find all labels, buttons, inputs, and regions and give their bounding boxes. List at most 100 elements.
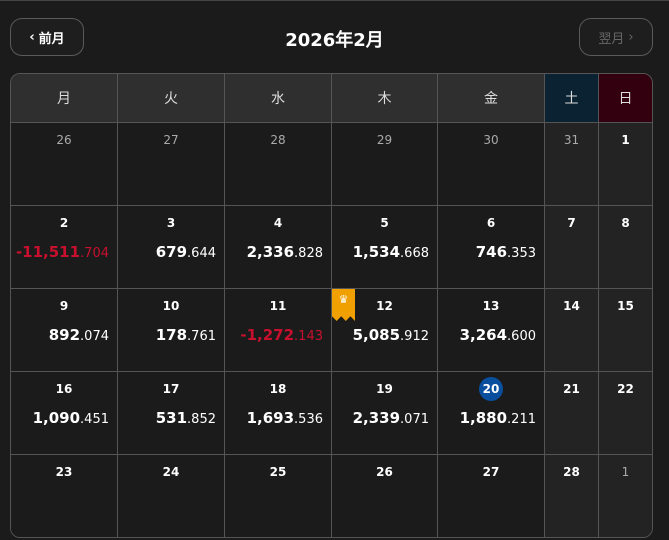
weekday-header: 土 bbox=[545, 74, 599, 123]
calendar-day-cell[interactable]: 28 bbox=[545, 455, 599, 537]
day-number: 9 bbox=[59, 299, 69, 313]
calendar-day-cell[interactable]: 28 bbox=[225, 123, 332, 206]
calendar-day-cell[interactable]: 1 bbox=[599, 123, 652, 206]
day-number: 6 bbox=[486, 216, 496, 230]
prev-month-label: 前月 bbox=[38, 31, 65, 47]
day-value: 746.353 bbox=[476, 243, 536, 261]
value-decimal: .761 bbox=[187, 329, 216, 344]
top-divider bbox=[0, 0, 669, 1]
calendar-day-cell[interactable]: 30 bbox=[438, 123, 545, 206]
chevron-left-icon: ‹ bbox=[29, 29, 35, 45]
value-integer: 1,880 bbox=[459, 409, 508, 427]
calendar-day-cell[interactable]: 1 bbox=[599, 455, 652, 537]
weekday-header: 木 bbox=[332, 74, 438, 123]
value-decimal: .143 bbox=[294, 329, 323, 344]
day-number: 2 bbox=[59, 216, 69, 230]
weekday-header: 水 bbox=[225, 74, 332, 123]
calendar-day-cell[interactable]: 7 bbox=[545, 206, 599, 289]
value-integer: 679 bbox=[155, 243, 188, 261]
calendar-day-cell[interactable]: 21 bbox=[545, 372, 599, 455]
calendar-day-cell[interactable]: 11 -1,272.143 bbox=[225, 289, 332, 372]
day-number: 18 bbox=[269, 382, 287, 396]
day-number: 7 bbox=[567, 216, 576, 230]
value-decimal: .704 bbox=[80, 246, 109, 261]
day-number: 15 bbox=[617, 299, 634, 313]
day-value: 5,085.912 bbox=[353, 326, 429, 344]
calendar-day-cell[interactable]: 3 679.644 bbox=[118, 206, 225, 289]
value-decimal: .074 bbox=[80, 329, 109, 344]
day-number: 20 bbox=[479, 377, 503, 401]
calendar-day-cell[interactable]: 25 bbox=[225, 455, 332, 537]
calendar-day-cell[interactable]: 31 bbox=[545, 123, 599, 206]
calendar-day-cell[interactable]: 9 892.074 bbox=[11, 289, 118, 372]
day-number: 21 bbox=[563, 382, 580, 396]
day-number: 31 bbox=[563, 133, 580, 147]
prev-month-button[interactable]: ‹ 前月 bbox=[10, 18, 84, 56]
value-integer: 746 bbox=[475, 243, 508, 261]
calendar-day-cell[interactable]: 14 bbox=[545, 289, 599, 372]
day-number: 11 bbox=[269, 299, 287, 313]
calendar-day-cell[interactable]: 27 bbox=[118, 123, 225, 206]
value-integer: 5,085 bbox=[352, 326, 401, 344]
value-decimal: .536 bbox=[294, 412, 323, 427]
value-decimal: .353 bbox=[507, 246, 536, 261]
calendar-day-cell[interactable]: 29 bbox=[332, 123, 438, 206]
calendar-day-cell[interactable]: 23 bbox=[11, 455, 118, 537]
value-decimal: .644 bbox=[187, 246, 216, 261]
day-number: 1 bbox=[621, 133, 630, 147]
calendar-day-cell[interactable]: 6 746.353 bbox=[438, 206, 545, 289]
value-decimal: .071 bbox=[400, 412, 429, 427]
value-decimal: .668 bbox=[400, 246, 429, 261]
day-value: 2,339.071 bbox=[353, 409, 429, 427]
value-integer: 1,693 bbox=[246, 409, 295, 427]
value-decimal: .852 bbox=[187, 412, 216, 427]
day-value: 2,336.828 bbox=[247, 243, 323, 261]
value-decimal: .211 bbox=[507, 412, 536, 427]
calendar-day-cell[interactable]: 16 1,090.451 bbox=[11, 372, 118, 455]
day-number: 24 bbox=[162, 465, 180, 479]
calendar-day-cell[interactable]: 17 531.852 bbox=[118, 372, 225, 455]
day-number: 30 bbox=[483, 133, 499, 147]
day-number: 10 bbox=[162, 299, 180, 313]
value-decimal: .600 bbox=[507, 329, 536, 344]
calendar-day-cell[interactable]: 27 bbox=[438, 455, 545, 537]
calendar-day-cell[interactable]: 22 bbox=[599, 372, 652, 455]
chevron-right-icon: › bbox=[628, 29, 634, 45]
calendar-day-cell[interactable]: 13 3,264.600 bbox=[438, 289, 545, 372]
calendar-day-cell[interactable]: 20 1,880.211 bbox=[438, 372, 545, 455]
value-decimal: .912 bbox=[400, 329, 429, 344]
calendar-day-cell[interactable]: 26 bbox=[11, 123, 118, 206]
calendar-day-cell[interactable]: 19 2,339.071 bbox=[332, 372, 438, 455]
day-number: 4 bbox=[273, 216, 283, 230]
day-number: 29 bbox=[376, 133, 393, 147]
weekday-header: 日 bbox=[599, 74, 652, 123]
calendar-day-cell[interactable]: 5 1,534.668 bbox=[332, 206, 438, 289]
day-number: 22 bbox=[617, 382, 634, 396]
day-number: 14 bbox=[563, 299, 580, 313]
calendar-day-cell[interactable]: 8 bbox=[599, 206, 652, 289]
calendar-day-cell[interactable]: 26 bbox=[332, 455, 438, 537]
value-integer: 2,339 bbox=[352, 409, 401, 427]
day-number: 12 bbox=[376, 299, 393, 313]
calendar-day-cell[interactable]: 2 -11,511.704 bbox=[11, 206, 118, 289]
day-number: 17 bbox=[162, 382, 180, 396]
month-title: 2026年2月 bbox=[285, 30, 384, 51]
day-number: 1 bbox=[621, 465, 630, 479]
calendar-day-cell[interactable]: 18 1,693.536 bbox=[225, 372, 332, 455]
day-number: 13 bbox=[482, 299, 500, 313]
calendar-day-cell[interactable]: 15 bbox=[599, 289, 652, 372]
calendar-day-cell[interactable]: ♛ 12 5,085.912 bbox=[332, 289, 438, 372]
calendar-day-cell[interactable]: 10 178.761 bbox=[118, 289, 225, 372]
value-integer: -1,272 bbox=[240, 326, 295, 344]
day-value: 1,693.536 bbox=[247, 409, 323, 427]
value-integer: 178 bbox=[155, 326, 188, 344]
value-integer: 1,534 bbox=[352, 243, 401, 261]
value-integer: 3,264 bbox=[459, 326, 508, 344]
day-number: 25 bbox=[269, 465, 287, 479]
calendar-day-cell[interactable]: 4 2,336.828 bbox=[225, 206, 332, 289]
day-value: 892.074 bbox=[49, 326, 109, 344]
calendar-day-cell[interactable]: 24 bbox=[118, 455, 225, 537]
next-month-button[interactable]: 翌月 › bbox=[579, 18, 653, 56]
crown-badge-icon: ♛ bbox=[332, 289, 355, 321]
day-value: 1,880.211 bbox=[460, 409, 536, 427]
